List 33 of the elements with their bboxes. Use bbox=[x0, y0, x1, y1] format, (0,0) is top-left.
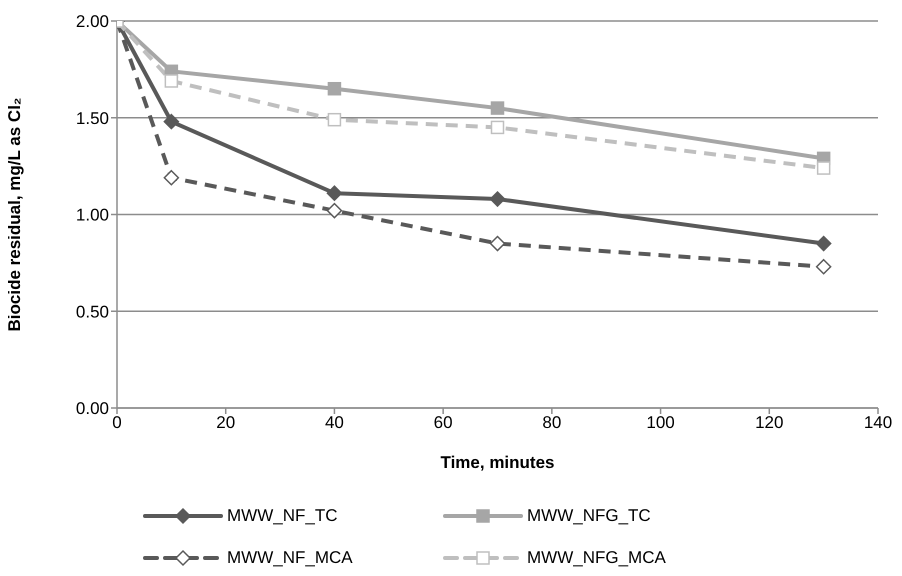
y-tick-label: 1.00 bbox=[76, 206, 109, 225]
legend-label: MWW_NFG_TC bbox=[527, 506, 651, 526]
point bbox=[328, 82, 342, 96]
x-tick-label: 100 bbox=[646, 413, 675, 432]
x-tick-label: 20 bbox=[216, 413, 236, 432]
point bbox=[490, 236, 506, 252]
point bbox=[164, 170, 180, 186]
legend-label: MWW_NF_TC bbox=[227, 506, 338, 526]
legend-label: MWW_NF_MCA bbox=[227, 548, 353, 568]
legend-label: MWW_NFG_MCA bbox=[527, 548, 666, 568]
y-tick-label: 2.00 bbox=[76, 12, 109, 32]
y-axis-title: Biocide residual, mg/L as Cl₂ bbox=[5, 98, 24, 332]
point bbox=[328, 112, 342, 126]
y-tick-label: 1.50 bbox=[76, 108, 109, 128]
point bbox=[490, 120, 504, 134]
point bbox=[816, 161, 830, 175]
y-tick-label: 0.50 bbox=[76, 302, 109, 322]
point bbox=[164, 74, 178, 88]
point bbox=[326, 202, 342, 218]
x-tick-label: 140 bbox=[864, 413, 892, 432]
x-tick-label: 80 bbox=[542, 413, 562, 432]
point bbox=[490, 101, 504, 115]
x-tick-label: 120 bbox=[755, 413, 784, 432]
point bbox=[490, 191, 506, 207]
point bbox=[816, 236, 832, 252]
point bbox=[164, 114, 180, 130]
point bbox=[326, 185, 342, 201]
point bbox=[816, 258, 832, 274]
y-tick-label: 0.00 bbox=[76, 399, 109, 418]
x-tick-label: 40 bbox=[324, 413, 344, 432]
x-tick-label: 60 bbox=[434, 413, 453, 432]
x-axis-title: Time, minutes bbox=[440, 453, 554, 472]
x-tick-label: 0 bbox=[112, 413, 122, 432]
